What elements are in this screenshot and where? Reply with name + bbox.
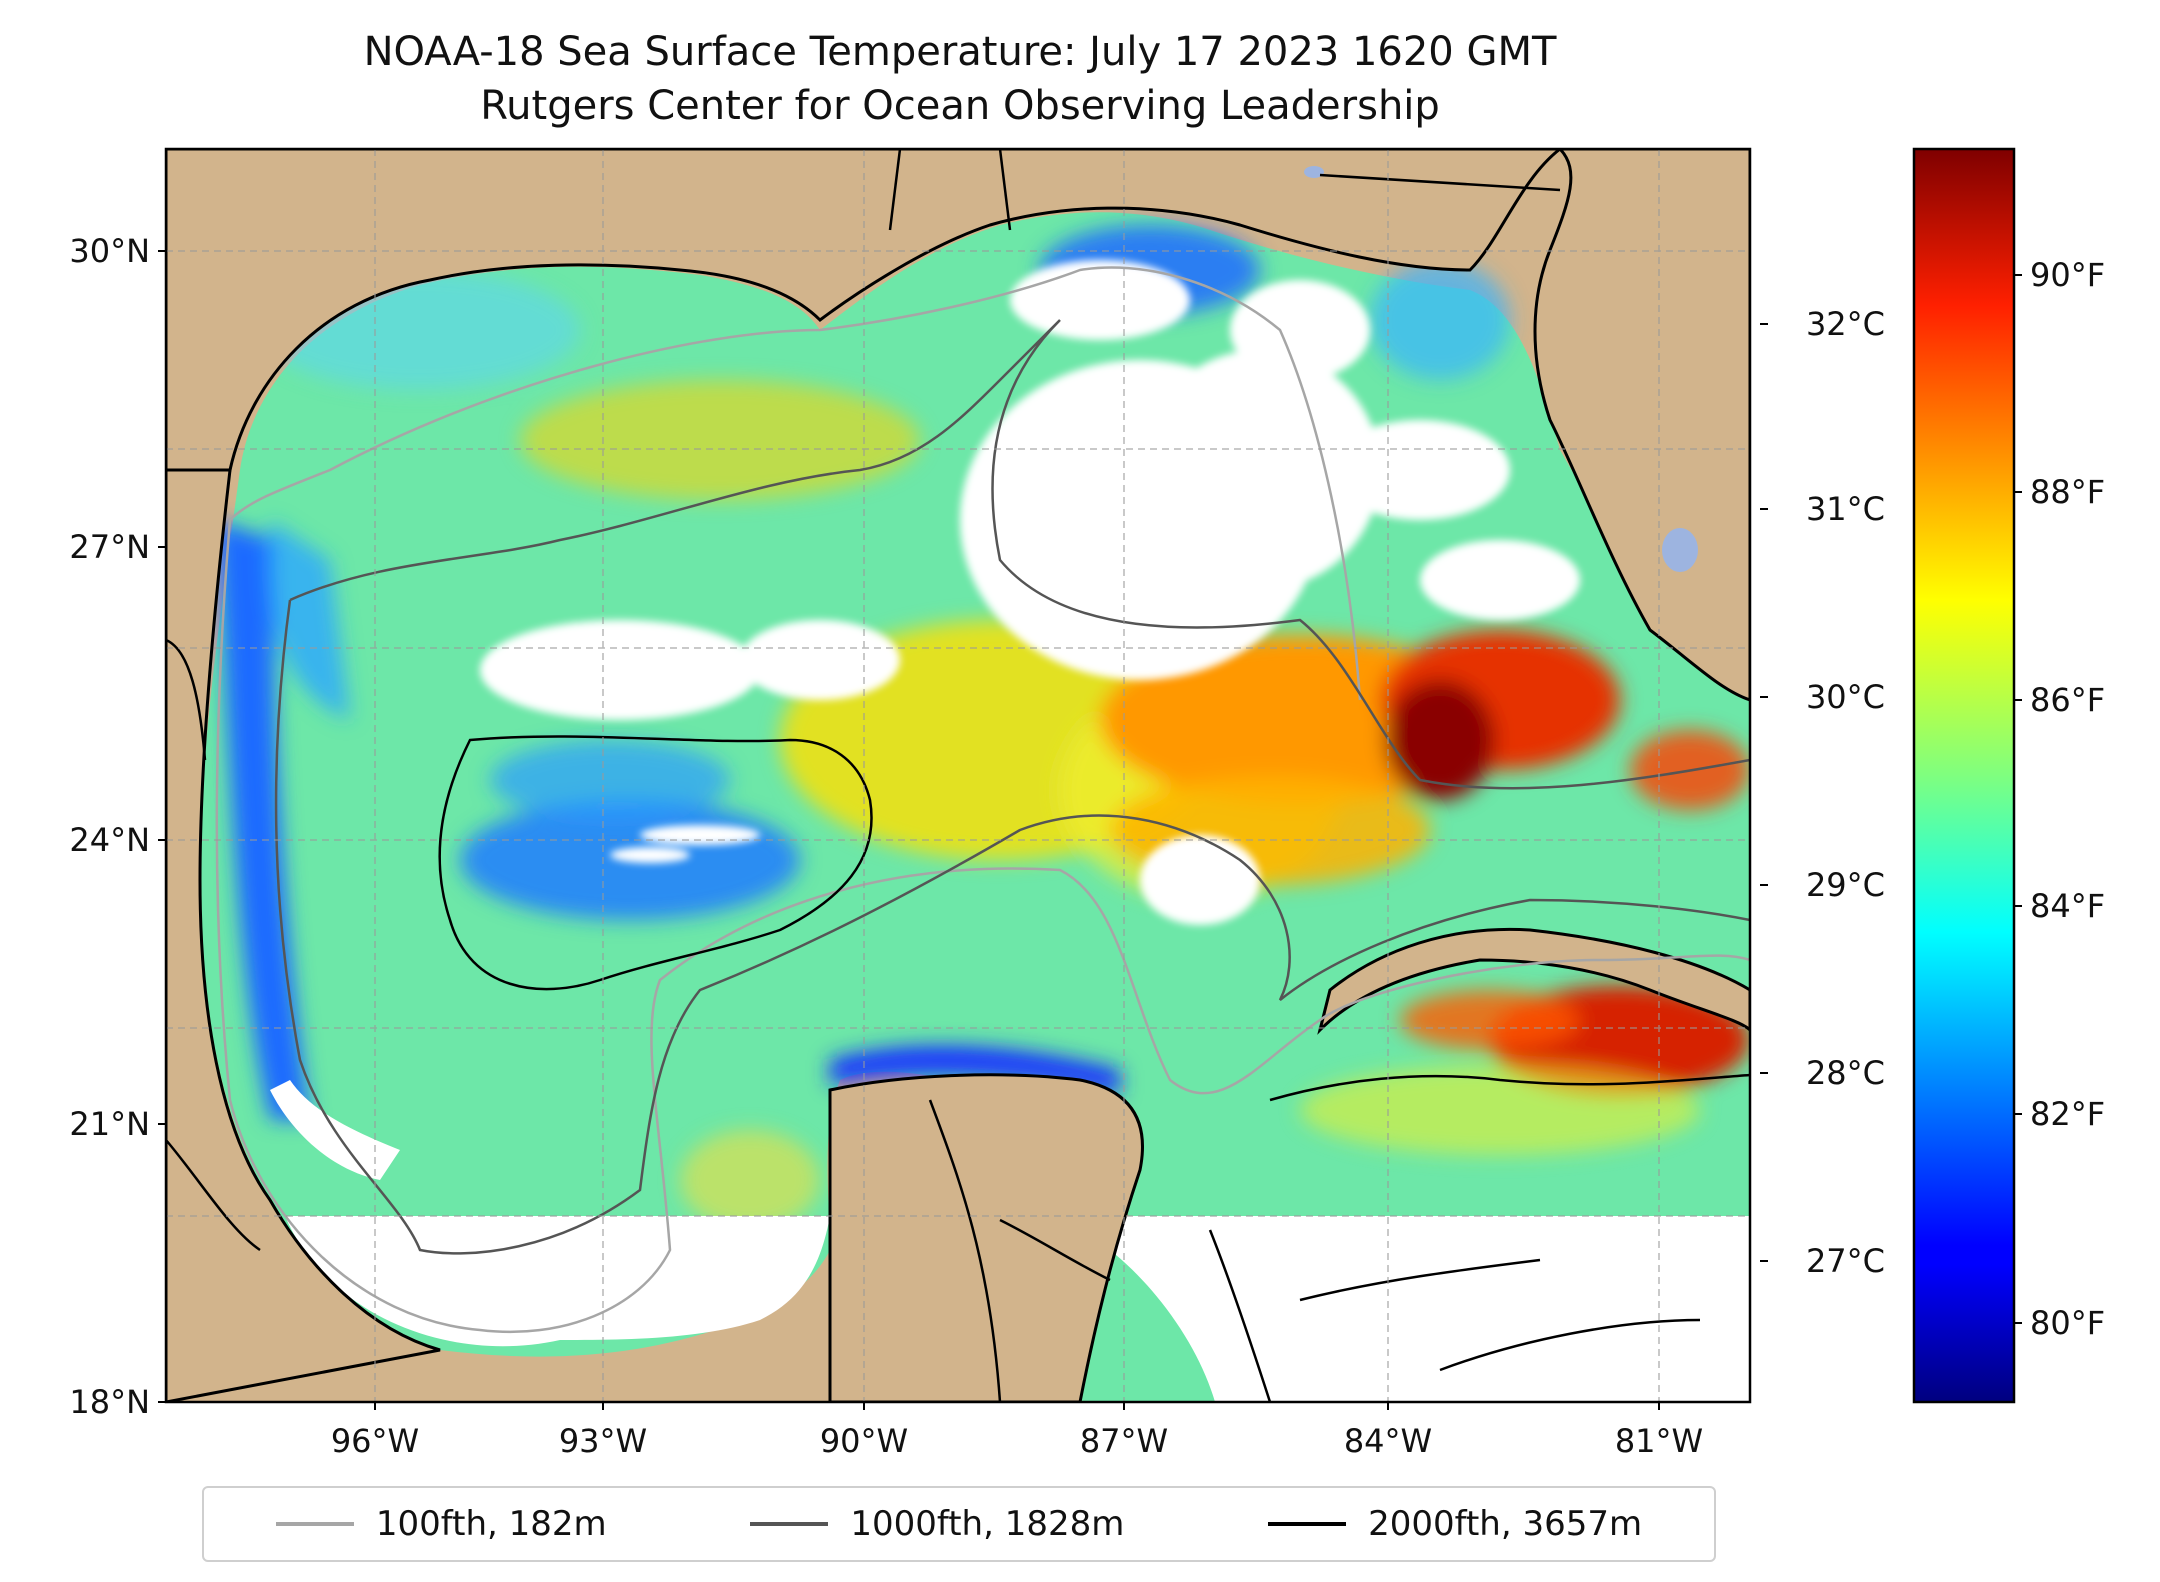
lon-label-84w: 84°W <box>1344 1422 1432 1460</box>
map-frame <box>164 147 1752 1404</box>
fahrenheit-label-90: 90°F <box>2030 256 2105 294</box>
caribbean-no-data <box>1110 1216 1750 1402</box>
legend-item-100fth: 100fth, 182m <box>275 1504 607 1544</box>
contour-100fth <box>215 266 1750 1334</box>
figure-title: NOAA-18 Sea Surface Temperature: July 17… <box>363 29 1557 75</box>
gridlines <box>166 149 1750 1402</box>
fahrenheit-scale: 90°F 88°F 86°F 84°F 82°F 80°F <box>2014 256 2105 1342</box>
lat-label-24n: 24°N <box>69 821 150 859</box>
lat-label-30n: 30°N <box>69 232 150 270</box>
political-borders <box>166 149 1561 1402</box>
contour-1000fth <box>274 319 1750 1255</box>
legend-label-2000fth: 2000fth, 3657m <box>1368 1504 1643 1544</box>
yucatan-peninsula <box>828 1073 1144 1402</box>
longitude-axis: 96°W 93°W 90°W 87°W 84°W 81°W <box>331 1402 1703 1460</box>
celsius-label-31: 31°C <box>1806 490 1885 528</box>
florida-peninsula <box>1533 149 1750 702</box>
legend-item-2000fth: 2000fth, 3657m <box>1268 1504 1642 1544</box>
cuba <box>1317 927 1750 1035</box>
lon-label-90w: 90°W <box>820 1422 908 1460</box>
figure-subtitle: Rutgers Center for Ocean Observing Leade… <box>480 83 1440 129</box>
legend-label-1000fth: 1000fth, 1828m <box>850 1504 1125 1544</box>
lon-label-96w: 96°W <box>331 1422 419 1460</box>
legend-swatch-2000fth <box>1268 1522 1347 1526</box>
celsius-label-30: 30°C <box>1806 678 1885 716</box>
fahrenheit-label-80: 80°F <box>2030 1304 2105 1342</box>
colorbar <box>1912 147 2016 1404</box>
fahrenheit-label-88: 88°F <box>2030 473 2105 511</box>
contour-2000fth <box>438 735 1750 1402</box>
no-data-swath <box>285 1216 830 1347</box>
celsius-label-28: 28°C <box>1806 1054 1885 1092</box>
sst-field <box>185 180 1750 1230</box>
lon-label-81w: 81°W <box>1615 1422 1703 1460</box>
lake-marker-north <box>1304 166 1324 178</box>
lat-label-21n: 21°N <box>69 1105 150 1143</box>
legend-swatch-1000fth <box>750 1522 829 1526</box>
latitude-axis: 30°N 27°N 24°N 21°N 18°N <box>69 232 166 1421</box>
contour-legend: 100fth, 182m 1000fth, 1828m 2000fth, 365… <box>202 1486 1716 1562</box>
lon-label-87w: 87°W <box>1080 1422 1168 1460</box>
celsius-label-27: 27°C <box>1806 1242 1885 1280</box>
lat-label-27n: 27°N <box>69 528 150 566</box>
mexico-coast <box>166 468 441 1402</box>
legend-swatch-100fth <box>275 1522 354 1526</box>
fahrenheit-label-86: 86°F <box>2030 681 2105 719</box>
celsius-label-32: 32°C <box>1806 305 1885 343</box>
celsius-label-29: 29°C <box>1806 866 1885 904</box>
celsius-scale: 32°C 31°C 30°C 29°C 28°C 27°C <box>1760 305 1885 1280</box>
northern-coast <box>166 149 1563 472</box>
legend-label-100fth: 100fth, 182m <box>375 1504 607 1544</box>
bathymetry-contours <box>215 266 1750 1402</box>
fahrenheit-label-84: 84°F <box>2030 887 2105 925</box>
lat-label-18n: 18°N <box>69 1383 150 1421</box>
lon-label-93w: 93°W <box>559 1422 647 1460</box>
fahrenheit-label-82: 82°F <box>2030 1095 2105 1133</box>
legend-item-1000fth: 1000fth, 1828m <box>750 1504 1124 1544</box>
lake-okeechobee <box>1662 528 1698 572</box>
